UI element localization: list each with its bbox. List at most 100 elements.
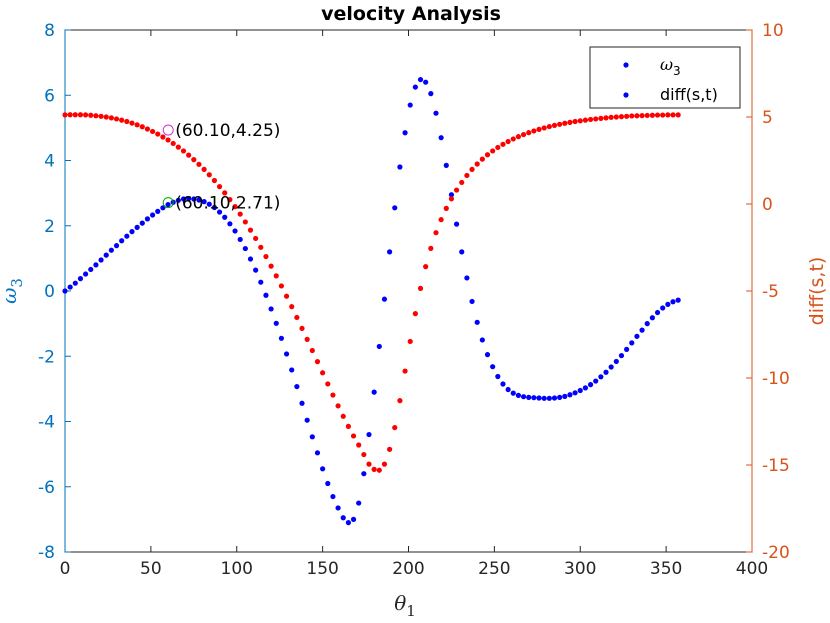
omega3-point: [258, 279, 264, 285]
y-right-tick-label: -20: [762, 543, 790, 563]
diff-point: [577, 118, 583, 124]
diff-point: [603, 115, 609, 121]
diff-point: [397, 398, 403, 404]
omega3-point: [67, 284, 73, 290]
y-left-tick-label: 0: [44, 282, 55, 302]
omega3-point: [103, 252, 109, 258]
omega3-point: [356, 500, 362, 506]
diff-point: [474, 161, 480, 167]
omega3-point: [484, 352, 491, 358]
omega3-point: [510, 390, 516, 396]
diff-point: [304, 336, 310, 342]
diff-point: [660, 112, 666, 118]
omega3-point: [222, 214, 228, 220]
omega3-point: [119, 238, 125, 244]
diff-point: [335, 403, 341, 409]
omega3-point: [417, 76, 424, 83]
y-left-axis-label-subscript: 3: [8, 278, 26, 288]
diff-point: [531, 128, 537, 134]
omega3-point: [139, 220, 145, 226]
diff-point: [144, 126, 151, 132]
omega3-point: [577, 387, 583, 394]
diff-point: [309, 347, 315, 354]
diff-point: [314, 359, 321, 365]
y-right-tick-label: 0: [762, 195, 773, 215]
diff-point: [196, 161, 202, 167]
omega3-point: [397, 164, 403, 170]
diff-point: [72, 112, 78, 118]
omega3-point: [186, 196, 192, 202]
diff-point: [325, 381, 331, 387]
omega3-point: [227, 221, 233, 227]
omega3-point: [237, 236, 243, 243]
omega3-point: [438, 135, 444, 141]
omega3-point: [562, 393, 568, 399]
omega3-point: [283, 351, 290, 357]
omega3-point: [551, 395, 558, 401]
diff-point: [155, 131, 161, 137]
x-tick-label: 50: [140, 559, 162, 579]
diff-point: [350, 433, 357, 439]
diff-point: [108, 115, 114, 121]
diff-point: [320, 370, 326, 376]
omega3-point: [654, 309, 661, 316]
x-axis-label: θ1: [394, 591, 416, 620]
omega3-point: [345, 520, 351, 526]
omega3-point: [608, 364, 614, 370]
diff-point: [520, 131, 527, 138]
omega3-point: [129, 229, 135, 235]
diff-point: [649, 112, 655, 118]
omega3-point: [299, 400, 305, 406]
omega3-point: [309, 434, 315, 440]
omega3-point: [361, 471, 367, 477]
legend-label-omega3-subscript: 3: [673, 64, 681, 78]
diff-point: [340, 413, 346, 419]
diff-point: [618, 114, 625, 120]
diff-point: [423, 264, 429, 270]
omega3-point: [113, 243, 120, 249]
y-right-tick-label: 10: [762, 21, 784, 41]
x-tick-label: 250: [478, 559, 510, 579]
diff-point: [453, 187, 460, 193]
omega3-point: [464, 275, 470, 281]
diff-point: [93, 113, 99, 119]
y-left-tick-label: -2: [38, 347, 55, 367]
x-tick-label: 0: [60, 559, 71, 579]
legend: ω3 diff(s,t): [589, 46, 741, 109]
omega3-point: [546, 395, 552, 401]
annotation-label: (60.10,2.71): [175, 194, 280, 214]
diff-point: [289, 304, 295, 310]
omega3-point: [407, 102, 413, 108]
legend-label-omega3: ω3: [660, 55, 681, 78]
diff-point: [242, 219, 248, 225]
x-axis: 0 50 100 150 200 250 300 350 400: [60, 30, 768, 579]
diff-point: [201, 166, 207, 172]
omega3-point: [675, 297, 681, 303]
diff-point: [113, 116, 120, 122]
diff-point: [237, 211, 243, 217]
omega3-point: [124, 233, 130, 239]
diff-point: [443, 205, 449, 211]
diff-point: [469, 166, 475, 172]
diff-point: [598, 115, 604, 121]
omega3-point: [263, 292, 269, 298]
omega3-point: [500, 381, 506, 387]
diff-point: [227, 197, 233, 203]
series-omega3: [62, 76, 681, 526]
diff-point: [665, 112, 671, 118]
omega3-point: [72, 280, 78, 286]
diff-point: [211, 177, 218, 184]
y-left-tick-label: -4: [38, 413, 55, 433]
omega3-point: [211, 204, 218, 211]
omega3-point: [593, 378, 599, 384]
omega3-point: [660, 305, 666, 311]
x-tick-label: 100: [221, 559, 253, 579]
diff-point: [376, 467, 382, 473]
diff-point: [283, 293, 290, 299]
diff-point: [103, 114, 109, 120]
omega3-point: [289, 367, 295, 373]
diff-point: [345, 423, 351, 429]
diff-point: [175, 144, 181, 150]
omega3-point: [201, 199, 207, 205]
